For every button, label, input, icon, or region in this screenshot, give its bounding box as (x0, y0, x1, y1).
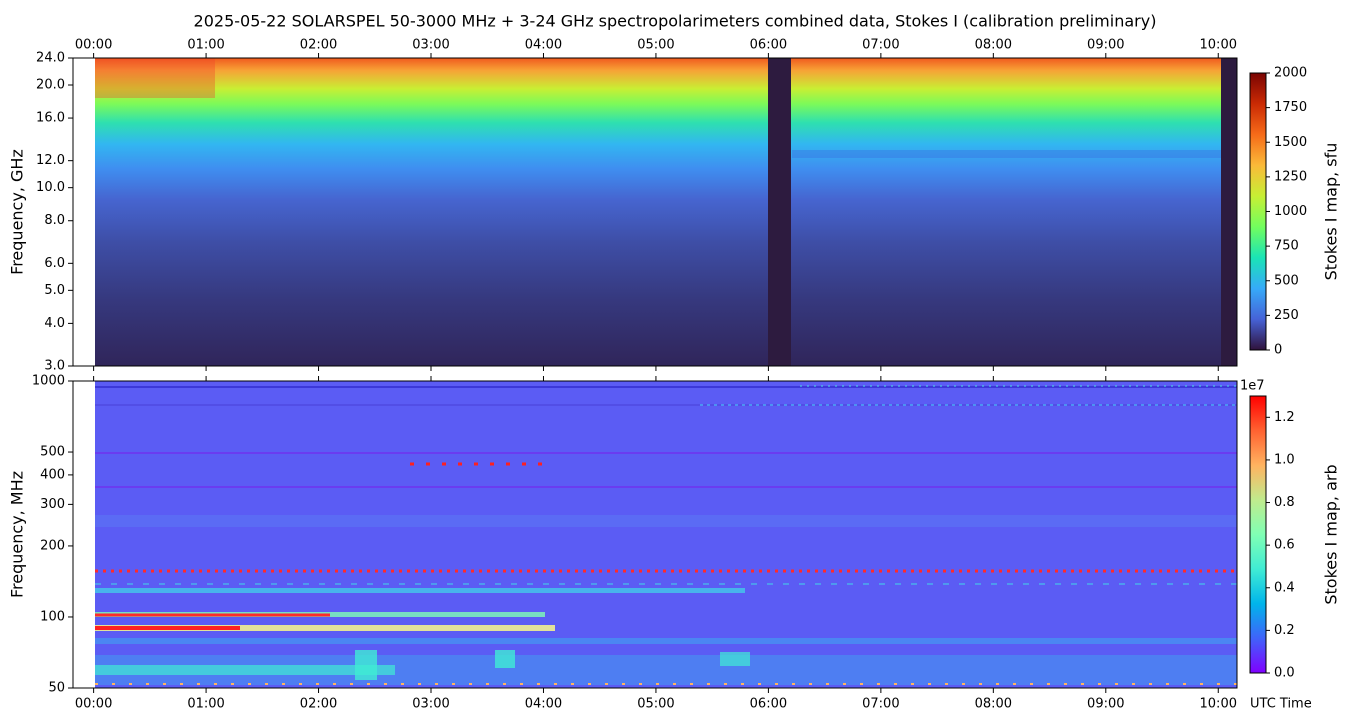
y-tick-label: 8.0 (44, 213, 65, 228)
x-tick-label: 09:00 (1087, 697, 1124, 712)
x-tick-label: 03:00 (412, 697, 449, 712)
y-tick-label: 5.0 (44, 283, 65, 298)
colorbar (1249, 72, 1267, 351)
x-tick-label: 09:00 (1087, 38, 1124, 53)
colorbar-tick-label: 1.0 (1274, 452, 1295, 467)
x-tick-label: 10:00 (1200, 38, 1237, 53)
colorbar-offset: 1e7 (1240, 379, 1265, 394)
x-tick-label: 01:00 (187, 697, 224, 712)
colorbar-tick-label: 250 (1274, 308, 1299, 323)
colorbar-tick-label: 1750 (1274, 100, 1307, 115)
spectrogram-bottom (95, 381, 1237, 688)
y-tick-label: 16.0 (36, 111, 65, 126)
colorbar-label: Stokes I map, sfu (1322, 143, 1341, 281)
x-tick-label: 02:00 (300, 38, 337, 53)
heatmap-area (95, 381, 1237, 688)
y-tick-label: 400 (40, 467, 65, 482)
y-axis-label: Frequency, MHz (8, 471, 27, 598)
x-tick-label: 05:00 (637, 697, 674, 712)
y-tick-label: 20.0 (36, 78, 65, 93)
burst (720, 652, 750, 666)
colorbar-tick-label: 1.2 (1274, 410, 1295, 425)
colorbar-tick-label: 1000 (1274, 204, 1307, 219)
y-tick-label: 10.0 (36, 180, 65, 195)
x-tick-label: 00:00 (75, 38, 112, 53)
x-tick-label: 06:00 (750, 697, 787, 712)
colorbar-tick-label: 0.2 (1274, 623, 1295, 638)
chart-title: 2025-05-22 SOLARSPEL 50-3000 MHz + 3-24 … (194, 12, 1157, 31)
colorbar (1249, 395, 1267, 674)
colorbar-tick-label: 0.6 (1274, 538, 1295, 553)
data-gap (1221, 58, 1237, 366)
colorbar-label: Stokes I map, arb (1322, 464, 1341, 604)
heatmap-area (95, 58, 215, 98)
x-tick-label: 03:00 (412, 38, 449, 53)
burst (355, 650, 377, 680)
colorbar-tick-label: 1500 (1274, 135, 1307, 150)
y-tick-label: 100 (40, 609, 65, 624)
heatmap-area (792, 150, 1222, 158)
y-tick-label: 12.0 (36, 153, 65, 168)
plot-frame (72, 57, 1238, 367)
y-tick-label: 6.0 (44, 256, 65, 271)
x-axis-label: UTC Time (1250, 697, 1312, 712)
y-tick-label: 24.0 (36, 51, 65, 66)
y-tick-label: 300 (40, 497, 65, 512)
y-tick-label: 3.0 (44, 359, 65, 374)
colorbar-tick-label: 0.0 (1274, 666, 1295, 681)
x-tick-label: 08:00 (975, 697, 1012, 712)
x-tick-label: 08:00 (975, 38, 1012, 53)
colorbar-tick-label: 2000 (1274, 66, 1307, 81)
y-tick-label: 1000 (32, 374, 65, 389)
x-tick-label: 10:00 (1200, 697, 1237, 712)
y-tick-label: 200 (40, 538, 65, 553)
spectrogram-top (95, 58, 1237, 366)
y-tick-label: 4.0 (44, 316, 65, 331)
heatmap-area (95, 625, 555, 631)
x-tick-label: 07:00 (862, 697, 899, 712)
x-tick-label: 06:00 (750, 38, 787, 53)
colorbar-tick-label: 0 (1274, 343, 1282, 358)
colorbar-tick-label: 0.8 (1274, 495, 1295, 510)
y-tick-label: 500 (40, 445, 65, 460)
x-tick-label: 04:00 (525, 38, 562, 53)
y-tick-label: 50 (48, 681, 65, 696)
plot-frame (72, 380, 1238, 689)
x-tick-label: 01:00 (187, 38, 224, 53)
colorbar-tick-label: 1250 (1274, 169, 1307, 184)
x-tick-label: 02:00 (300, 697, 337, 712)
y-axis-label: Frequency, GHz (8, 149, 27, 275)
x-tick-label: 07:00 (862, 38, 899, 53)
x-tick-label: 00:00 (75, 697, 112, 712)
heatmap-area (95, 665, 395, 675)
colorbar-tick-label: 500 (1274, 273, 1299, 288)
data-gap (768, 58, 791, 366)
burst (495, 650, 515, 668)
colorbar-tick-label: 750 (1274, 239, 1299, 254)
heatmap-area (95, 515, 1237, 527)
x-tick-label: 05:00 (637, 38, 674, 53)
heatmap-area (95, 588, 745, 593)
x-tick-label: 04:00 (525, 697, 562, 712)
colorbar-tick-label: 0.4 (1274, 580, 1295, 595)
heatmap-area (95, 58, 1237, 366)
heatmap-area (95, 638, 1237, 644)
